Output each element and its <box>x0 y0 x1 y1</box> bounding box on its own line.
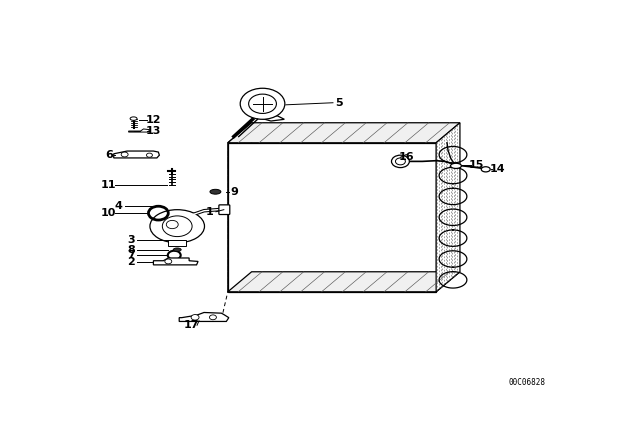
Text: 00C06828: 00C06828 <box>508 378 545 387</box>
Circle shape <box>240 88 285 119</box>
Ellipse shape <box>210 190 221 194</box>
Text: 12: 12 <box>146 115 161 125</box>
Text: 9: 9 <box>231 187 239 197</box>
Text: 11: 11 <box>101 180 116 190</box>
Circle shape <box>147 153 152 157</box>
Circle shape <box>163 216 192 237</box>
Ellipse shape <box>130 117 137 121</box>
Text: 3: 3 <box>127 235 135 245</box>
Text: 2: 2 <box>127 258 135 267</box>
Circle shape <box>392 155 410 168</box>
Ellipse shape <box>150 210 205 243</box>
Text: 4: 4 <box>115 201 123 211</box>
Polygon shape <box>228 123 460 143</box>
Text: 1: 1 <box>206 207 214 217</box>
Polygon shape <box>129 129 150 132</box>
Text: 10: 10 <box>101 208 116 218</box>
Text: 5: 5 <box>335 98 343 108</box>
Text: 6: 6 <box>105 150 113 160</box>
Circle shape <box>121 152 128 157</box>
Circle shape <box>396 158 405 165</box>
Polygon shape <box>168 240 186 246</box>
Polygon shape <box>114 151 159 158</box>
Text: 7: 7 <box>127 250 135 260</box>
Text: 17: 17 <box>183 320 199 330</box>
Ellipse shape <box>451 163 461 168</box>
Circle shape <box>165 259 172 264</box>
Circle shape <box>191 314 199 320</box>
Ellipse shape <box>173 248 181 251</box>
Circle shape <box>249 94 276 113</box>
Text: 13: 13 <box>146 126 161 136</box>
Text: 15: 15 <box>469 160 484 170</box>
Ellipse shape <box>481 167 490 172</box>
FancyBboxPatch shape <box>219 205 230 215</box>
Polygon shape <box>228 143 436 292</box>
Text: 8: 8 <box>127 245 135 255</box>
Circle shape <box>209 315 216 320</box>
Polygon shape <box>262 116 284 121</box>
Circle shape <box>166 220 178 228</box>
Polygon shape <box>228 272 460 292</box>
Text: 16: 16 <box>399 152 414 162</box>
Text: 14: 14 <box>490 164 506 174</box>
Polygon shape <box>154 258 198 265</box>
Polygon shape <box>179 313 229 322</box>
Polygon shape <box>228 123 252 292</box>
Polygon shape <box>436 123 460 292</box>
